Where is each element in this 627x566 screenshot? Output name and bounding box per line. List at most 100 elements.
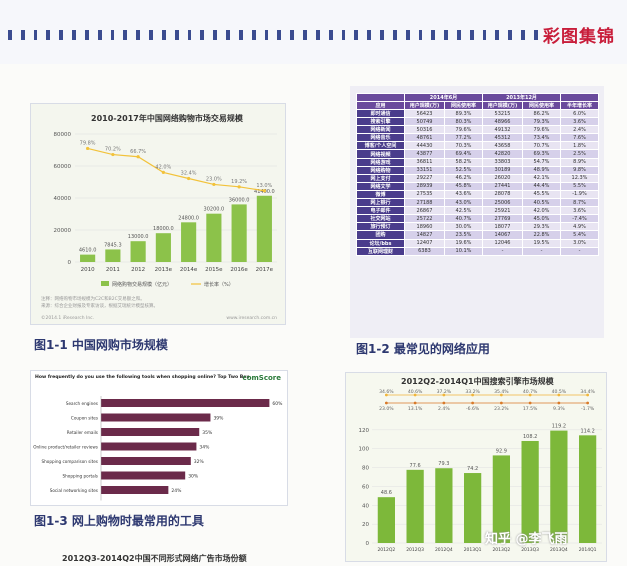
table-cell: 23.5% xyxy=(444,230,483,240)
header-square xyxy=(418,30,423,40)
caption-fig1-3: 图1-3 网上购物时最常用的工具 xyxy=(34,514,204,528)
table-row: 搜索引擎 50749 80.3% 48966 79.3% 3.6% xyxy=(356,117,599,127)
yoy-label: 37.2% xyxy=(437,389,452,395)
yoy-point xyxy=(528,393,532,397)
table-column-header: 网民使用率 xyxy=(444,101,483,110)
table-cell: -1.9% xyxy=(560,189,599,200)
yoy-point xyxy=(557,393,561,397)
table-cell: 45.0% xyxy=(522,214,561,224)
table-cell: 12407 xyxy=(404,238,445,248)
category-label: Coupon sites xyxy=(71,416,98,421)
header-square xyxy=(380,30,384,40)
market-scale-chart-title: 2010-2017年中国网络购物市场交易规模 xyxy=(91,114,243,123)
table-cell: 7.6% xyxy=(560,133,599,143)
header-group-2014-06: 2014年6月 xyxy=(404,93,483,102)
header-square xyxy=(8,30,12,40)
bar xyxy=(377,497,395,543)
table-cell: 27188 xyxy=(404,198,445,208)
growth-point xyxy=(187,176,191,181)
table-row: 电子邮件 26867 42.5% 25921 42.0% 3.6% xyxy=(356,206,599,216)
table-cell: 10.1% xyxy=(444,246,483,256)
app-name-cell: 网络文学 xyxy=(356,181,405,191)
qoq-label: 13.1% xyxy=(408,406,423,412)
app-name-cell: 博客/个人空间 xyxy=(356,141,405,151)
qoq-label: -1.7% xyxy=(581,406,595,412)
shopping-tools-chart-title: How frequently do you use the following … xyxy=(35,375,250,380)
table-cell: 6383 xyxy=(404,246,445,256)
app-name-cell: 旅行预订 xyxy=(356,222,405,232)
table-cell: 27535 xyxy=(404,189,445,200)
table-column-header: 网民使用率 xyxy=(522,101,561,110)
qoq-point xyxy=(413,401,417,405)
bottom-chart-title: 2012Q3-2014Q2中国不同形式网络广告市场份额 xyxy=(62,554,247,563)
header-square xyxy=(456,30,461,40)
table-cell: 42820 xyxy=(482,149,523,159)
header-square xyxy=(33,30,38,40)
table-cell: 44.4% xyxy=(522,181,561,191)
table-cell: 89.3% xyxy=(444,108,483,119)
bar-value-label: 30200.0 xyxy=(204,207,225,213)
growth-point xyxy=(262,189,266,193)
growth-line xyxy=(87,147,265,192)
header-square-strip xyxy=(8,30,538,40)
growth-label: 32.4% xyxy=(181,170,197,176)
table-cell: 69.3% xyxy=(522,149,561,159)
table-cell: 25722 xyxy=(404,214,445,224)
bar-value-label: 119.2 xyxy=(552,424,566,430)
qoq-point xyxy=(442,401,446,405)
app-name-cell: 团购 xyxy=(356,230,405,240)
caption-fig1-1: 图1-1 中国网购市场规模 xyxy=(34,338,168,352)
table-cell: 29.3% xyxy=(522,222,561,232)
table-cell: - xyxy=(482,246,523,256)
header-square xyxy=(392,30,397,40)
table-cell: 33151 xyxy=(404,165,445,175)
growth-label: 42.0% xyxy=(155,164,171,170)
table-cell: 25921 xyxy=(482,206,523,216)
table-cell: 44430 xyxy=(404,141,445,151)
growth-label: 23.0% xyxy=(206,176,222,182)
qoq-point xyxy=(557,401,561,405)
yoy-label: 33.2% xyxy=(465,389,480,395)
x-tick-label: 2012Q2 xyxy=(377,547,395,553)
app-name-cell: 网络购物 xyxy=(356,165,405,175)
growth-point xyxy=(237,185,241,189)
header-square xyxy=(72,30,76,40)
header-square xyxy=(315,30,320,40)
app-name-cell: 搜索引擎 xyxy=(356,117,405,127)
bar xyxy=(492,455,510,543)
table-cell: 3.6% xyxy=(560,206,599,216)
y-tick-label: 120 xyxy=(359,428,370,434)
y-tick-label: 60 xyxy=(362,484,369,490)
table-cell: 70.3% xyxy=(444,141,483,151)
header-square xyxy=(20,30,25,40)
yoy-label: 35.4% xyxy=(494,389,509,395)
table-cell: 22.8% xyxy=(522,230,561,240)
growth-label: 66.7% xyxy=(130,149,146,155)
table-row: 即时通信 56423 89.3% 53215 86.2% 6.0% xyxy=(356,108,599,119)
header-square xyxy=(123,30,128,40)
header-square xyxy=(84,30,89,40)
shopping-tools-chart-card: How frequently do you use the following … xyxy=(30,370,288,506)
qoq-point xyxy=(499,401,503,405)
table-cell: 73.4% xyxy=(522,133,561,143)
legend-label-bars: 网络购物交易规模（亿元） xyxy=(112,281,172,288)
bar xyxy=(181,222,197,262)
table-cell: 53215 xyxy=(482,108,523,119)
table-cell: 25006 xyxy=(482,198,523,208)
growth-point xyxy=(136,155,140,159)
table-cell: 69.4% xyxy=(444,149,483,159)
table-column-header: 应用 xyxy=(356,101,405,110)
yoy-point xyxy=(413,393,417,397)
header-square xyxy=(533,30,538,40)
table-cell: 79.6% xyxy=(522,125,561,135)
bar-value-label: 34% xyxy=(199,445,210,451)
table-cell: 56423 xyxy=(404,108,445,119)
header-square xyxy=(200,30,205,40)
table-cell: 19.5% xyxy=(522,238,561,248)
table-cell: 3.0% xyxy=(560,238,599,248)
table-row: 博客/个人空间 44430 70.3% 43658 70.7% 1.8% xyxy=(356,141,599,151)
x-tick-label: 2012Q3 xyxy=(406,547,424,553)
growth-point xyxy=(212,182,216,187)
section-title: 彩图集锦 xyxy=(543,27,615,47)
y-tick-label: 60000 xyxy=(54,164,72,170)
